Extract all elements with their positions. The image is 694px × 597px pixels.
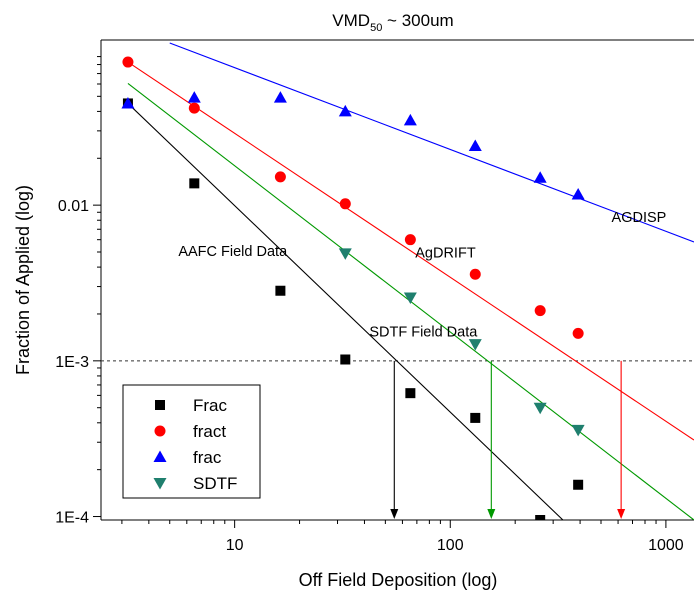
data-point	[404, 234, 416, 246]
fit-line	[169, 42, 694, 243]
data-point	[338, 248, 352, 260]
y-tick-label: 1E-3	[55, 354, 89, 371]
data-point	[573, 479, 584, 490]
data-point	[273, 91, 287, 103]
data-point	[468, 339, 482, 351]
x-tick-label: 10	[226, 537, 244, 554]
annotation-label: SDTF Field Data	[369, 325, 478, 341]
legend-label: fract	[193, 422, 226, 441]
data-point	[470, 412, 481, 423]
data-point	[405, 388, 416, 399]
drop-arrow-head	[390, 509, 399, 519]
data-point	[468, 139, 482, 151]
y-axis-label: Fraction of Applied (log)	[13, 185, 33, 375]
drop-arrow-head	[617, 509, 626, 519]
drop-arrows	[390, 360, 626, 519]
legend-label: Frac	[193, 396, 228, 415]
annotation-label: AGDISP	[612, 210, 667, 226]
title-subscript: 50	[370, 22, 382, 34]
data-points	[121, 56, 585, 520]
data-point	[122, 56, 134, 68]
annotation-label: AgDRIFT	[415, 246, 476, 262]
legend-marker	[153, 478, 167, 490]
legend-box	[122, 384, 261, 499]
fit-line	[127, 103, 564, 520]
data-point	[572, 327, 584, 339]
data-point	[340, 354, 351, 365]
axis-ticks: 10 100 1000 1E-4 1E-3 0.01	[55, 56, 684, 554]
data-point	[533, 402, 547, 415]
x-axis-label: Off Field Deposition (log)	[299, 570, 498, 590]
x-tick-label: 1000	[648, 537, 684, 554]
legend-label: SDTF	[193, 474, 237, 493]
data-point	[571, 424, 585, 437]
legend: Frac fract frac SDTF	[122, 384, 261, 499]
data-point	[403, 113, 417, 126]
data-point	[403, 292, 417, 305]
data-point	[187, 91, 201, 103]
chart-title: VMD50 ~ 300um	[332, 11, 453, 34]
drop-arrow-head	[487, 509, 496, 519]
data-point	[274, 171, 286, 183]
data-point	[189, 178, 200, 189]
plot-area	[101, 42, 694, 520]
legend-marker	[153, 450, 167, 462]
annotations: AGDISP AgDRIFT AAFC Field Data SDTF Field D…	[178, 210, 666, 341]
legend-marker	[154, 425, 166, 437]
data-point	[571, 188, 585, 200]
data-point	[275, 285, 286, 296]
data-point	[534, 305, 546, 317]
data-point	[339, 198, 351, 210]
data-point	[188, 102, 200, 114]
y-tick-label: 1E-4	[55, 510, 89, 527]
annotation-label: AAFC Field Data	[178, 244, 288, 260]
data-point	[338, 104, 352, 117]
x-tick-label: 100	[437, 537, 464, 554]
data-point	[533, 171, 547, 183]
data-point	[535, 515, 546, 520]
fit-line	[127, 61, 694, 441]
legend-marker	[155, 400, 165, 410]
data-point	[121, 96, 135, 109]
y-tick-label: 0.01	[58, 198, 89, 215]
legend-label: frac	[193, 448, 222, 467]
data-point	[469, 268, 481, 280]
